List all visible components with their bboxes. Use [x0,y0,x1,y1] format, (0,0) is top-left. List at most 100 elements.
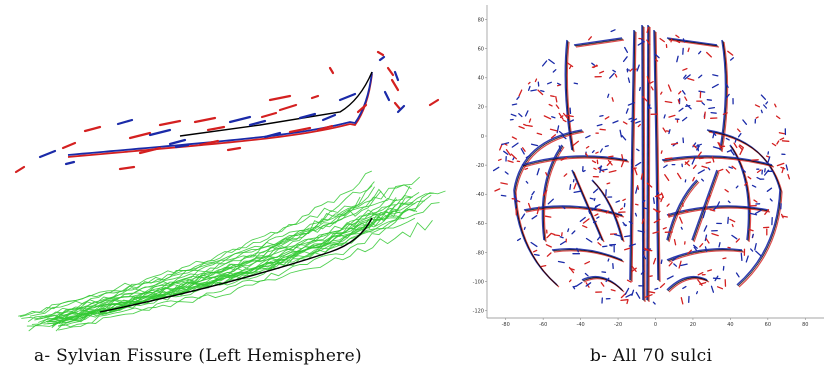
sulci-dash-489 [555,104,560,109]
y-tick-label-1: 60 [478,46,484,52]
sulci-dash-283 [622,121,628,125]
sulci-dash-410 [635,161,642,167]
y-tick-label-5: -20 [476,163,484,169]
sulci-dash-286 [660,196,664,203]
sulci-dash-84 [725,169,730,174]
sulci-dash-507 [644,248,653,252]
sulci-dash-216 [652,257,657,265]
sulci-dash-393 [558,145,562,152]
sulci-dash-180 [599,148,603,153]
sulci-dash-313 [518,113,523,118]
sulci-dash-162 [562,119,567,123]
sulci-dash-87 [707,269,713,272]
sulci-marks-group [492,24,791,305]
sulci-dash-496 [686,104,692,110]
sulci-dash-300 [660,150,663,154]
sulci-dash-147 [505,149,512,156]
sulcus-red-1 [655,31,661,283]
sulci-dash-41 [599,114,604,117]
sulci-dash-452 [755,250,762,257]
sulci-dash-466 [711,156,715,163]
sulci-dash-17 [575,281,583,287]
fissure-segment-12 [193,116,217,124]
sulci-dash-251 [533,253,540,256]
sulcus-red-3 [648,26,651,303]
sulci-dash-178 [607,155,614,158]
sulcus-blue-10 [541,144,563,241]
sulci-dash-256 [643,207,647,210]
sulci-dash-117 [624,287,630,295]
sulci-dash-15 [698,157,704,160]
sulci-dash-360 [536,168,540,176]
sulci-dash-202 [744,182,748,186]
fissure-segment-8 [138,146,162,155]
fissure-segment-3 [83,125,102,133]
sulci-dash-105 [638,86,641,91]
sulcus-red-13 [663,157,775,168]
sulci-dash-234 [767,156,771,164]
sulci-dash-141 [588,36,592,41]
sulci-dash-375 [620,159,625,168]
sulci-dash-486 [697,151,702,157]
green-curve-22 [58,220,433,331]
sulci-dash-320 [625,108,629,114]
sulci-dash-311 [504,143,508,146]
sulci-dash-438 [549,128,558,132]
sulci-dash-382 [684,96,688,101]
sulci-dash-112 [659,283,666,289]
sulci-dash-52 [656,190,660,195]
sulci-dash-164 [635,186,638,194]
sulcus-mean-7 [667,38,719,47]
sulci-dash-68 [497,158,502,161]
sulci-dash-219 [649,81,654,84]
sulci-dash-156 [764,209,770,215]
sulcus-blue-17 [666,247,743,261]
fissure-segment-7 [128,131,152,140]
sulci-dash-518 [712,74,719,77]
sulci-dash-370 [550,95,555,98]
fissure-segment-20 [278,103,298,112]
sulcus-mean-11 [730,145,750,242]
caption-sylvian-fissure: a- Sylvian Fissure (Left Hemisphere) [34,346,362,366]
sulci-dash-0 [663,164,668,169]
sulci-dash-230 [628,243,636,247]
sulci-dash-280 [548,58,555,65]
sulci-dash-385 [585,282,592,287]
sulci-dash-451 [556,82,561,86]
sulci-dash-273 [682,285,687,290]
axes-group: -80 -60 -40 -20 0 20 40 60 80 80 60 40 20 0 -20 -40 -60 -… [473,5,824,328]
sulci-dash-113 [561,205,566,210]
sulci-dash-40 [668,261,673,267]
sulci-dash-53 [615,215,619,218]
sulci-dash-131 [561,134,567,140]
sulci-dash-159 [652,231,659,234]
sulci-dash-197 [682,38,686,43]
sulci-dash-122 [620,299,629,302]
sulci-dash-196 [527,81,531,85]
sulci-dash-404 [573,182,577,190]
sulci-dash-473 [607,159,613,166]
sulcus-mean-21 [692,170,719,242]
y-tick-label-2: 40 [478,76,484,82]
sulci-dash-211 [500,194,507,197]
sulci-dash-329 [663,114,666,119]
sulci-dash-226 [717,168,724,172]
sulci-dash-129 [622,56,628,63]
sulci-dash-23 [557,260,565,264]
sulci-dash-5 [666,203,670,207]
sulci-dash-89 [703,225,708,232]
sulci-dash-172 [596,235,601,241]
x-tick-label-7: 60 [765,322,771,328]
fissure-segment-22 [298,112,317,120]
sulci-dash-243 [536,206,540,215]
sulci-dash-128 [650,86,654,91]
sulci-dash-275 [593,197,596,202]
sulci-dash-355 [626,299,629,305]
sulci-dash-297 [722,112,728,115]
sulci-dash-515 [662,127,667,133]
sulci-dash-168 [753,199,758,203]
green-curve-24 [52,197,412,326]
fissure-segment-13 [198,139,220,147]
sulci-dash-338 [596,216,600,219]
sulci-dash-279 [724,188,729,193]
